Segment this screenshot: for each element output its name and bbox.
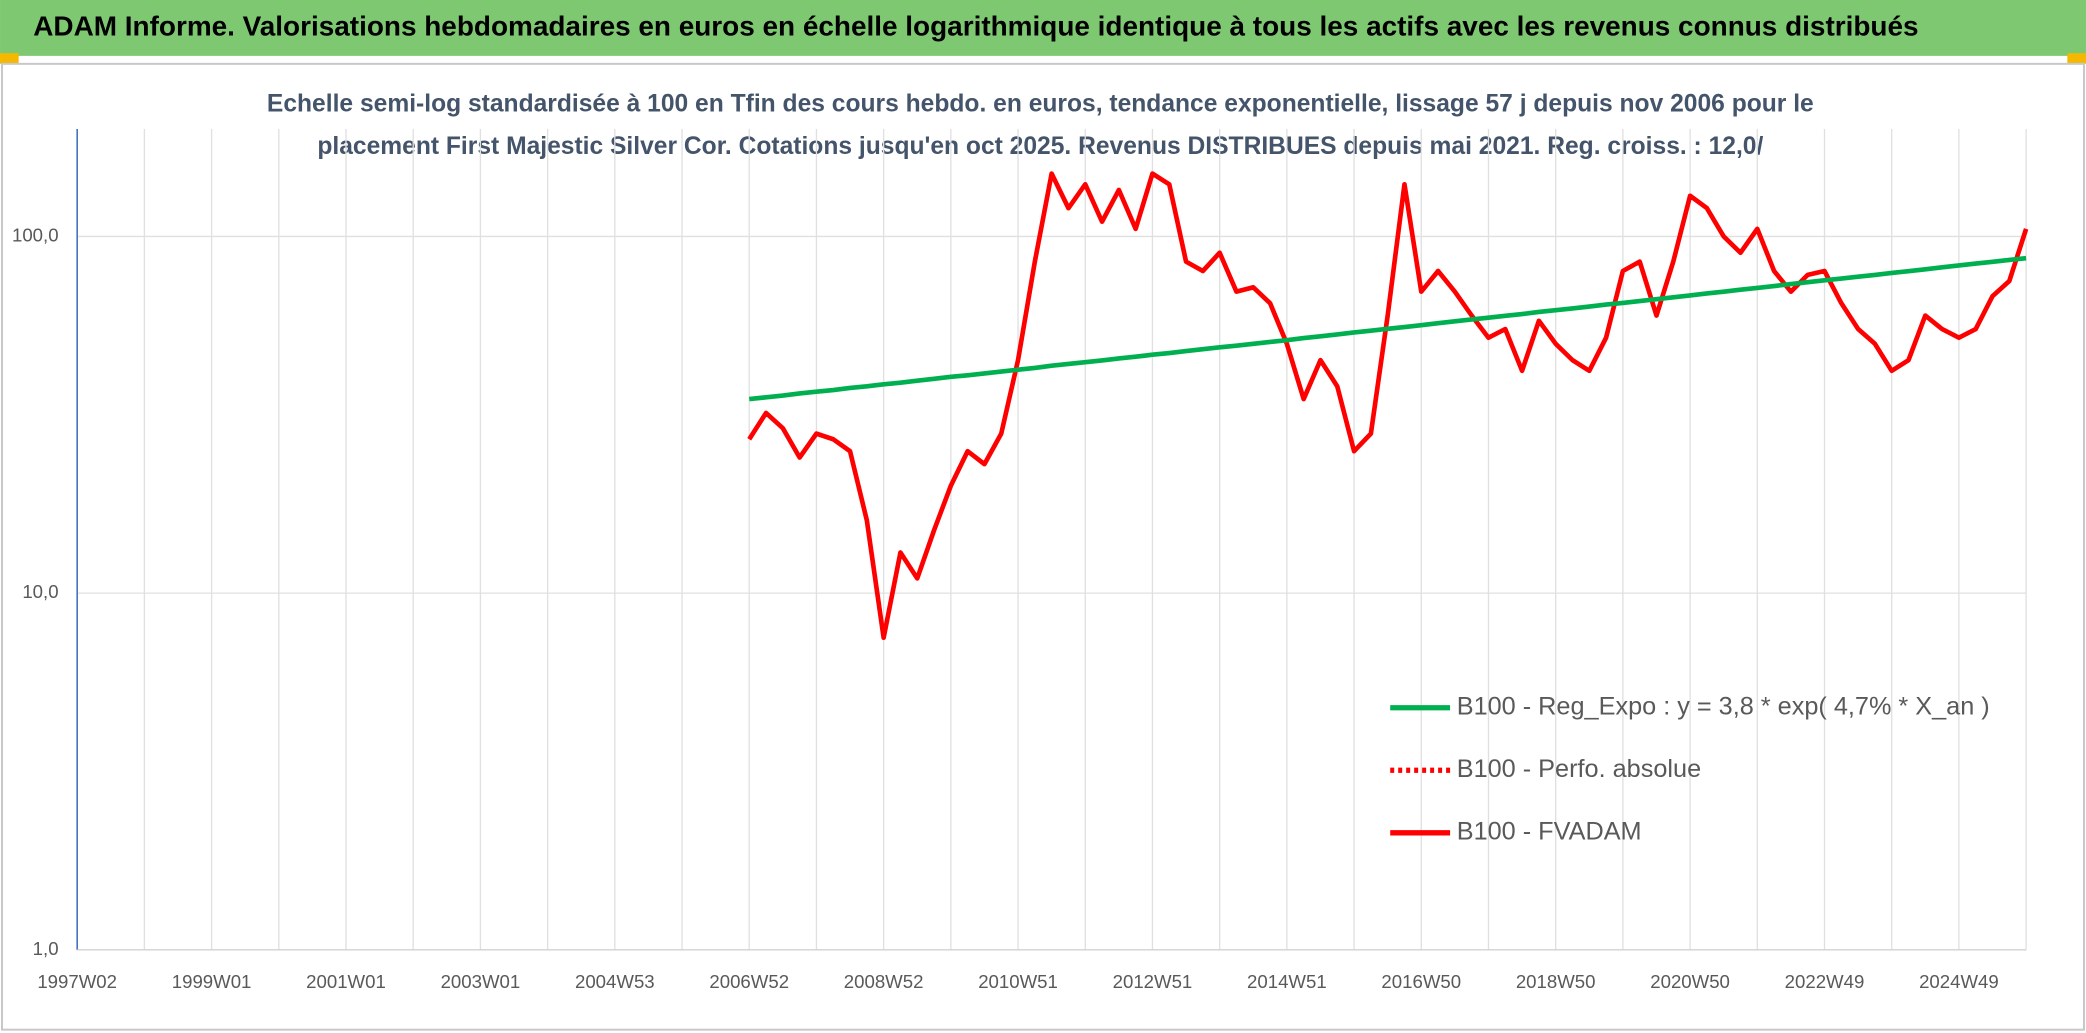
x-tick-label: 2010W51 — [978, 971, 1058, 992]
series-line — [748, 255, 2027, 402]
x-tick-label: 2014W51 — [1247, 971, 1327, 992]
x-tick-label: 1997W02 — [37, 971, 117, 992]
x-tick-label: 2018W50 — [1516, 971, 1596, 992]
chart-subtitle: placement First Majestic Silver Cor. Cot… — [317, 133, 1763, 160]
x-tick-label: 2016W50 — [1381, 971, 1461, 992]
series-line — [747, 171, 2029, 641]
x-tick-label: 2020W50 — [1650, 971, 1730, 992]
y-tick-label: 1,0 — [33, 938, 59, 959]
x-tick-label: 1999W01 — [172, 971, 252, 992]
x-tick-label: 2008W52 — [844, 971, 924, 992]
frame — [1, 62, 2085, 1031]
corner-mark — [2067, 53, 2086, 64]
x-tick-label: 2001W01 — [306, 971, 386, 992]
legend-label: B100 - Perfo. absolue — [1457, 755, 1701, 783]
page-title: ADAM Informe. Valorisations hebdomadaire… — [33, 10, 1918, 41]
legend-label: B100 - FVADAM — [1457, 817, 1642, 845]
x-tick-label: 2012W51 — [1113, 971, 1193, 992]
x-tick-label: 2004W53 — [575, 971, 655, 992]
y-tick-label: 100,0 — [12, 224, 59, 245]
chart-subtitle: Echelle semi-log standardisée à 100 en T… — [267, 91, 1814, 118]
x-tick-label: 2006W52 — [709, 971, 789, 992]
x-tick-label: 2003W01 — [441, 971, 521, 992]
x-tick-label: 2022W49 — [1785, 971, 1865, 992]
header-bar — [0, 0, 2086, 56]
x-tick-label: 2024W49 — [1919, 971, 1999, 992]
y-tick-label: 10,0 — [22, 581, 58, 602]
legend-label: B100 - Reg_Expo : y = 3,8 * exp( 4,7% * … — [1457, 692, 1990, 720]
corner-mark — [0, 53, 19, 64]
